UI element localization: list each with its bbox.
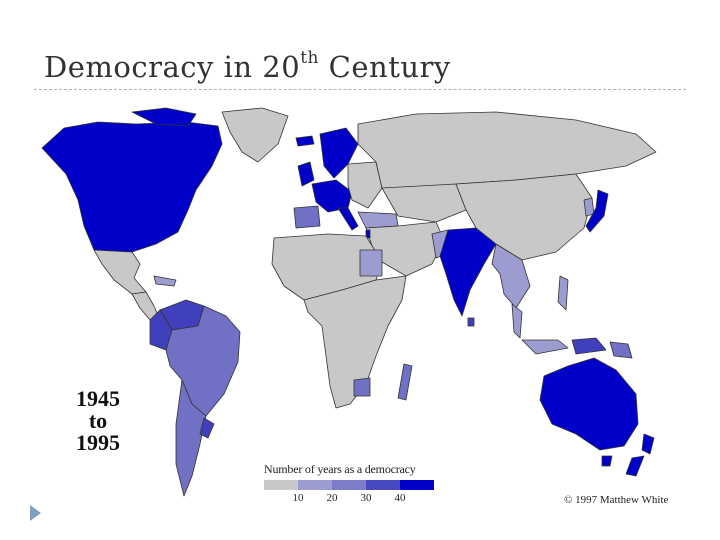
tasmania	[601, 455, 613, 467]
egypt	[359, 249, 383, 277]
indonesia-west	[521, 339, 569, 355]
slide-title: Democracy in 20th Century	[44, 48, 451, 84]
korea	[583, 197, 595, 217]
mexico	[93, 249, 147, 295]
botswana	[353, 377, 371, 397]
uruguay	[199, 417, 215, 439]
new-zealand-south	[625, 455, 645, 477]
madagascar	[397, 363, 413, 401]
legend-swatch-20	[332, 480, 366, 490]
legend-swatch-30	[366, 480, 400, 490]
legend-swatch-10	[298, 480, 332, 490]
title-main: Democracy in 20	[44, 50, 301, 84]
legend-color-scale	[264, 480, 434, 490]
indonesia-east	[571, 337, 607, 355]
legend-swatch-0	[264, 480, 298, 490]
period-label: 1945 to 1995	[70, 388, 126, 454]
canadian-arctic-islands	[131, 107, 197, 127]
caribbean	[153, 275, 177, 287]
india	[439, 227, 497, 317]
malay-peninsula	[511, 303, 523, 339]
period-end: 1995	[76, 430, 120, 455]
map-legend: Number of years as a democracy 10 20 30 …	[264, 462, 444, 504]
map-credit: © 1997 Matthew White	[564, 494, 669, 506]
russia	[357, 111, 657, 193]
legend-title: Number of years as a democracy	[264, 462, 416, 476]
period-start: 1945	[76, 386, 120, 411]
legend-ticks: 10 20 30 40	[264, 490, 434, 504]
legend-tick-10: 10	[292, 492, 304, 504]
period-to: to	[88, 408, 108, 433]
philippines	[557, 275, 569, 311]
israel	[365, 229, 371, 239]
british-isles	[297, 161, 315, 187]
legend-tick-20: 20	[326, 492, 338, 504]
legend-tick-30: 30	[360, 492, 372, 504]
eastern-europe	[347, 161, 383, 209]
greece-turkey	[357, 211, 399, 229]
greenland	[221, 107, 289, 163]
central-asia	[381, 183, 467, 223]
italy	[337, 207, 359, 231]
iberia	[293, 205, 321, 229]
title-divider	[34, 89, 686, 90]
slide-bullet-icon	[30, 505, 41, 521]
chile-argentina	[175, 379, 207, 497]
new-zealand-north	[641, 433, 655, 455]
iceland	[295, 135, 315, 147]
southeast-asia	[491, 243, 531, 309]
title-superscript: th	[300, 48, 319, 69]
north-america	[41, 121, 223, 257]
australia	[539, 357, 639, 451]
legend-swatch-40	[400, 480, 434, 490]
legend-tick-40: 40	[394, 492, 406, 504]
china-mongolia	[455, 173, 593, 261]
papua-new-guinea	[609, 341, 633, 359]
world-democracy-map	[41, 107, 657, 497]
japan	[585, 189, 609, 233]
title-end: Century	[318, 50, 451, 84]
sri-lanka	[467, 317, 475, 327]
